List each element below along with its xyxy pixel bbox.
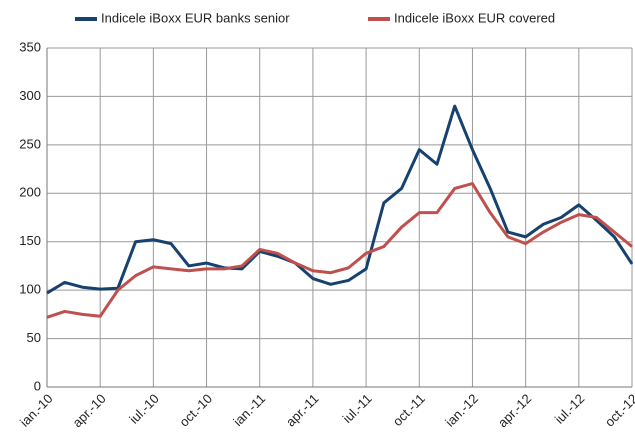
x-tick-label: ian.-12	[442, 391, 481, 430]
x-tick-label: oct.-10	[176, 391, 215, 430]
y-tick-label: 100	[19, 282, 41, 297]
y-tick-label: 350	[19, 39, 41, 54]
x-tick-label: ian.-11	[230, 391, 268, 429]
y-tick-label: 50	[27, 330, 41, 345]
legend-label: Indicele iBoxx EUR covered	[394, 10, 555, 25]
x-tick-label: iul.-10	[126, 391, 162, 427]
x-tick-label: iul.-11	[340, 391, 375, 426]
y-tick-label: 300	[19, 88, 41, 103]
x-tick-label: ian.-10	[17, 391, 56, 430]
x-tick-label: apr.-10	[70, 391, 109, 430]
y-tick-label: 250	[19, 136, 41, 151]
y-tick-label: 150	[19, 233, 41, 248]
series-line	[46, 104, 634, 295]
x-tick-label: oct.-11	[390, 391, 428, 429]
x-tick-label: oct.-12	[602, 391, 635, 430]
x-tick-label: iul.-12	[552, 391, 588, 427]
y-tick-label: 200	[19, 185, 41, 200]
x-tick-label: apr.-11	[283, 391, 322, 430]
series-line	[46, 182, 633, 319]
y-tick-label: 0	[34, 378, 41, 393]
x-tick-label: apr.-12	[495, 391, 534, 430]
legend-label: Indicele iBoxx EUR banks senior	[101, 10, 290, 25]
